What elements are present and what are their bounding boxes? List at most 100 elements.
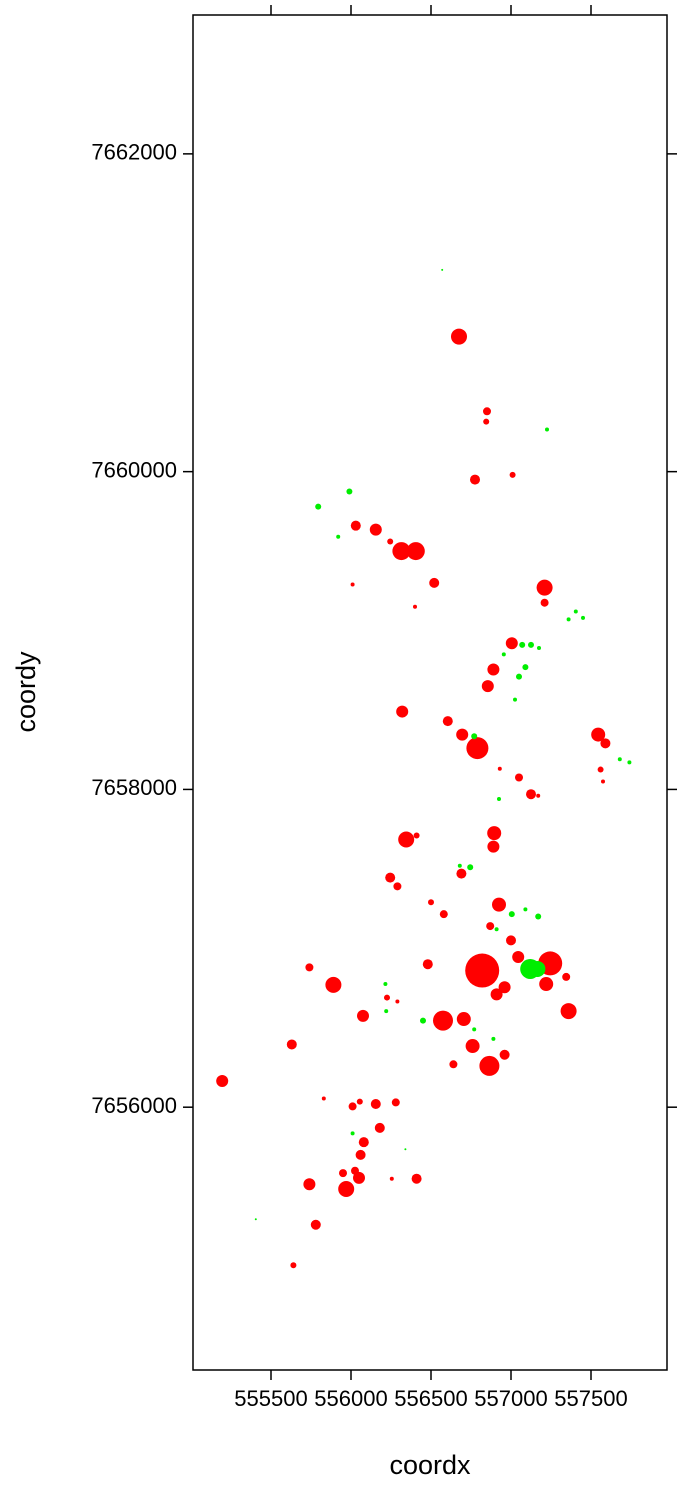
bubble (398, 831, 415, 848)
bubble (529, 960, 546, 977)
bubble (516, 673, 522, 680)
bubble (370, 1099, 381, 1110)
bubble (522, 664, 529, 671)
bubble (387, 538, 394, 545)
bubble (433, 1010, 453, 1031)
bubble (393, 882, 402, 891)
bubble (216, 1074, 229, 1087)
bubble (537, 646, 541, 651)
bubble (591, 727, 606, 742)
bubble (539, 977, 554, 992)
bubble (389, 1176, 394, 1181)
bubble (617, 757, 622, 762)
bubble (597, 766, 604, 773)
bubble (600, 738, 611, 749)
bubble (601, 779, 605, 784)
bubble (487, 663, 500, 676)
bubble (411, 1173, 422, 1184)
x-tick-label: 557000 (474, 1386, 547, 1411)
bubble (528, 641, 534, 648)
bubble (487, 840, 500, 853)
bubble (470, 474, 480, 485)
bubble (467, 864, 474, 871)
bubble (509, 471, 516, 478)
bubble (513, 697, 517, 702)
bubble (350, 582, 355, 587)
bubble (353, 1171, 365, 1184)
bubble (451, 328, 467, 345)
bubble (391, 1098, 400, 1107)
bubble (355, 1149, 366, 1160)
bubble (498, 981, 511, 994)
bubble (472, 1027, 477, 1032)
y-tick-label: 7658000 (91, 775, 177, 800)
bubble (499, 1049, 510, 1060)
bubble (413, 604, 417, 609)
y-tick-label: 7660000 (91, 457, 177, 482)
bubble (350, 520, 361, 531)
bubble (465, 1039, 480, 1054)
bubble (449, 1060, 458, 1069)
bubble (465, 953, 500, 988)
bubble (535, 913, 542, 920)
bubble (374, 1122, 385, 1133)
bubble (494, 927, 499, 932)
bubble (519, 641, 526, 648)
bubble (536, 793, 541, 798)
bubble (497, 766, 502, 771)
bubble (441, 268, 444, 271)
bubble (348, 1102, 357, 1111)
bubble (396, 705, 409, 718)
plot-frame (192, 14, 668, 1371)
bubble (310, 1219, 321, 1230)
bubble (383, 982, 388, 987)
y-tick-label: 7662000 (91, 140, 177, 165)
bubble (429, 577, 440, 588)
bubble (456, 868, 467, 879)
bubble (560, 1003, 577, 1020)
bubble (491, 1036, 496, 1041)
bubble (406, 542, 425, 561)
bubble (350, 1131, 355, 1136)
bubble (505, 637, 518, 650)
bubble (497, 796, 501, 801)
bubble (325, 976, 342, 993)
bubble (545, 427, 549, 432)
bubble (566, 617, 571, 622)
bubble (515, 773, 523, 782)
bubble (392, 542, 411, 561)
bubble (506, 935, 516, 946)
bubble (540, 598, 549, 607)
y-axis-label: coordy (11, 651, 41, 733)
bubble (336, 534, 341, 539)
bubble (315, 503, 322, 510)
bubble (254, 1218, 257, 1221)
bubble (456, 1012, 471, 1027)
bubble (338, 1181, 355, 1198)
x-axis-label: coordx (389, 1450, 471, 1480)
bubble (356, 1098, 363, 1105)
bubble (303, 1178, 316, 1191)
x-tick-label: 556500 (394, 1386, 467, 1411)
bubble (385, 872, 396, 883)
bubble (536, 579, 553, 596)
bubble (384, 1009, 389, 1014)
bubble (457, 863, 462, 868)
bubble (286, 1039, 297, 1050)
bubble (481, 680, 494, 693)
bubble (483, 407, 491, 416)
bubble (512, 951, 525, 964)
bubble (523, 907, 528, 912)
bubble (358, 1137, 369, 1148)
bubble (404, 1148, 407, 1151)
bubble (490, 988, 503, 1001)
bubble (384, 994, 390, 1001)
bubble (501, 652, 506, 657)
bubble (483, 418, 490, 425)
x-tick-label: 555500 (234, 1386, 307, 1411)
bubble (486, 922, 495, 931)
bubble (369, 523, 382, 536)
bubble (428, 899, 434, 906)
bubble (339, 1169, 347, 1178)
